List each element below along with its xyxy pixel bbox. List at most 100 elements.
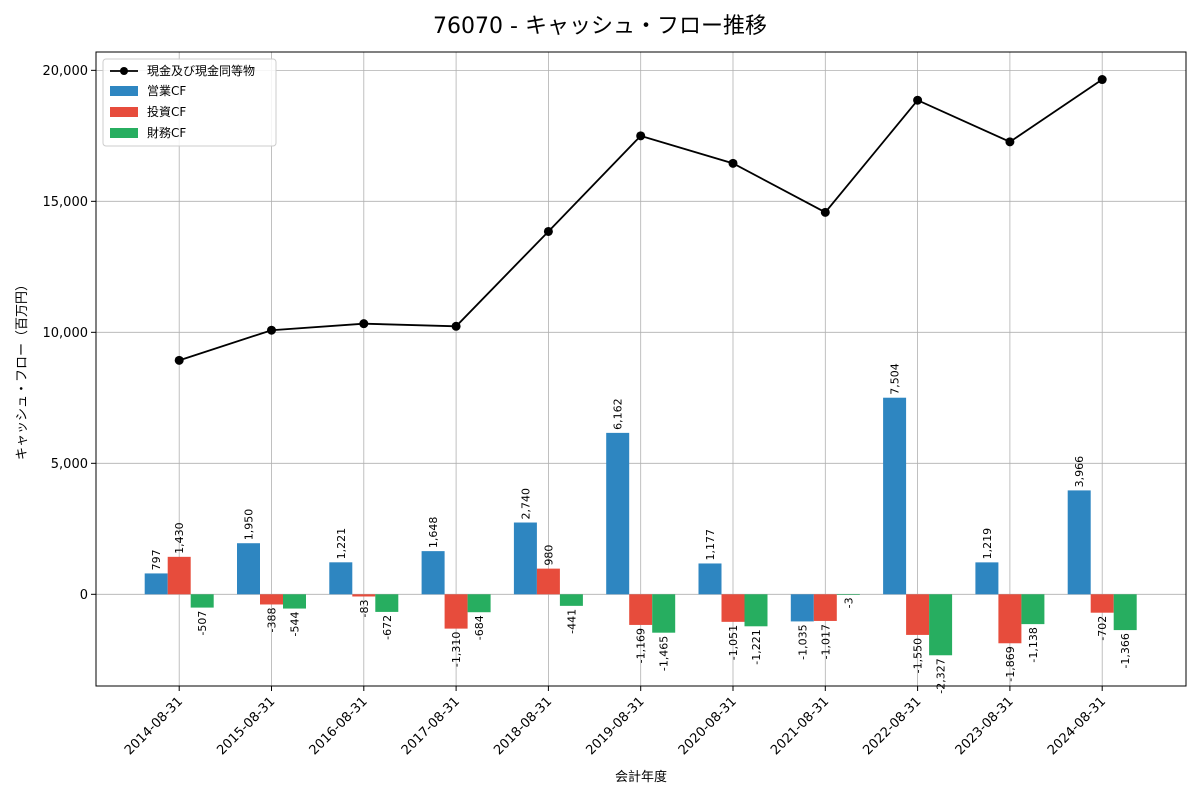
chart-title: 76070 - キャッシュ・フロー推移 — [433, 14, 767, 39]
x-tick-label: 2014-08-31 — [122, 694, 186, 758]
bar — [1113, 594, 1137, 631]
x-tick-label: 2021-08-31 — [768, 694, 832, 758]
bar — [698, 563, 722, 595]
bar — [998, 594, 1022, 644]
bar-value-label: 980 — [542, 545, 555, 566]
bar-value-label: 1,177 — [704, 529, 717, 561]
bar-value-label: -2,327 — [935, 658, 948, 693]
cash-point — [174, 355, 184, 365]
bar-value-label: 1,430 — [173, 522, 186, 554]
bar-value-label: -388 — [266, 607, 279, 632]
bar-value-label: -672 — [381, 615, 394, 640]
bar-value-label: 1,221 — [335, 528, 348, 560]
bar — [629, 594, 653, 625]
cash-point — [728, 158, 738, 168]
bar-value-label: -441 — [565, 609, 578, 634]
bar — [975, 562, 999, 595]
bar-value-label: -507 — [196, 611, 209, 636]
cash-point — [913, 95, 923, 105]
legend-box — [102, 58, 277, 147]
bar — [329, 562, 353, 595]
cash-point — [359, 319, 369, 329]
x-tick-label: 2022-08-31 — [860, 694, 924, 758]
cash-point — [1097, 75, 1107, 85]
cash-line-series — [174, 75, 1107, 365]
bar-value-label: 2,740 — [519, 488, 532, 520]
y-axis-label: キャッシュ・フロー（百万円） — [15, 278, 30, 460]
bar — [929, 594, 953, 656]
x-axis: 2014-08-31 2015-08-31 2016-08-31 2017-08-31… — [122, 686, 1109, 758]
legend-swatch — [110, 86, 138, 96]
bar — [1067, 490, 1091, 595]
x-tick-label: 2017-08-31 — [399, 694, 463, 758]
cash-point — [267, 325, 276, 335]
bar — [536, 568, 560, 595]
bar — [352, 594, 376, 597]
bar-value-label: -1,550 — [912, 638, 925, 673]
bar — [144, 573, 168, 595]
cash-point — [451, 321, 461, 331]
bar — [260, 594, 283, 605]
bar — [790, 594, 814, 622]
bar-value-label: 7,504 — [889, 363, 902, 395]
bar — [813, 594, 837, 621]
x-tick-label: 2024-08-31 — [1045, 694, 1109, 758]
y-tick-label: 5,000 — [51, 457, 88, 472]
legend-swatch — [110, 128, 138, 138]
legend-marker — [120, 67, 128, 75]
bar — [467, 594, 491, 613]
legend-entry: 営業CF — [147, 84, 186, 98]
bar — [606, 432, 630, 595]
y-tick-label: 15,000 — [43, 195, 89, 210]
bar — [1090, 594, 1114, 613]
bar-value-label: -1,051 — [727, 625, 740, 660]
x-tick-label: 2020-08-31 — [676, 694, 740, 758]
bar-value-label: -1,465 — [658, 636, 671, 671]
bar-value-label: 797 — [150, 549, 163, 570]
y-tick-label: 20,000 — [43, 64, 89, 79]
y-tick-label: 0 — [80, 588, 88, 603]
legend-entry: 財務CF — [147, 125, 186, 140]
y-axis: 0 5,000 10,000 15,000 20,000 — [43, 64, 96, 603]
bar-series — [144, 397, 1137, 656]
bar-value-label: -1,221 — [750, 629, 763, 664]
bar-value-label: -1,169 — [635, 628, 648, 663]
bar-value-label: -1,017 — [819, 624, 832, 659]
bar — [237, 543, 260, 595]
bar-value-label: -83 — [358, 599, 371, 617]
bar — [652, 594, 676, 633]
cash-point — [820, 207, 830, 217]
bar — [444, 594, 468, 629]
cash-point — [1005, 137, 1015, 147]
bar — [721, 594, 745, 622]
bar — [167, 556, 191, 595]
legend-entry: 現金及び現金同等物 — [147, 63, 255, 78]
y-tick-label: 10,000 — [43, 326, 89, 341]
bar-value-label: -544 — [289, 612, 302, 637]
bar-value-label: -684 — [473, 615, 486, 640]
bar — [883, 397, 907, 595]
bar — [1021, 594, 1045, 625]
cash-point — [636, 131, 646, 141]
bar-value-label: -1,035 — [796, 624, 809, 659]
bar-value-label: -1,366 — [1119, 633, 1132, 668]
bar-value-label: 1,219 — [981, 528, 994, 560]
bar — [421, 551, 445, 595]
bar-value-label: -1,869 — [1004, 646, 1017, 681]
bar-value-label: 1,648 — [427, 517, 440, 549]
x-tick-label: 2015-08-31 — [214, 694, 278, 758]
x-tick-label: 2018-08-31 — [491, 694, 555, 758]
bar-value-label: 1,950 — [243, 509, 256, 541]
legend-swatch — [110, 107, 138, 117]
x-tick-label: 2019-08-31 — [583, 694, 647, 758]
bar — [375, 594, 399, 612]
x-tick-label: 2023-08-31 — [953, 694, 1017, 758]
bar — [836, 594, 860, 595]
bar-value-label: -702 — [1096, 616, 1109, 641]
bar-value-label: 3,966 — [1073, 456, 1086, 488]
legend-entry: 投資CF — [147, 104, 186, 119]
bar-value-label: -1,310 — [450, 632, 463, 667]
bar — [559, 594, 583, 606]
